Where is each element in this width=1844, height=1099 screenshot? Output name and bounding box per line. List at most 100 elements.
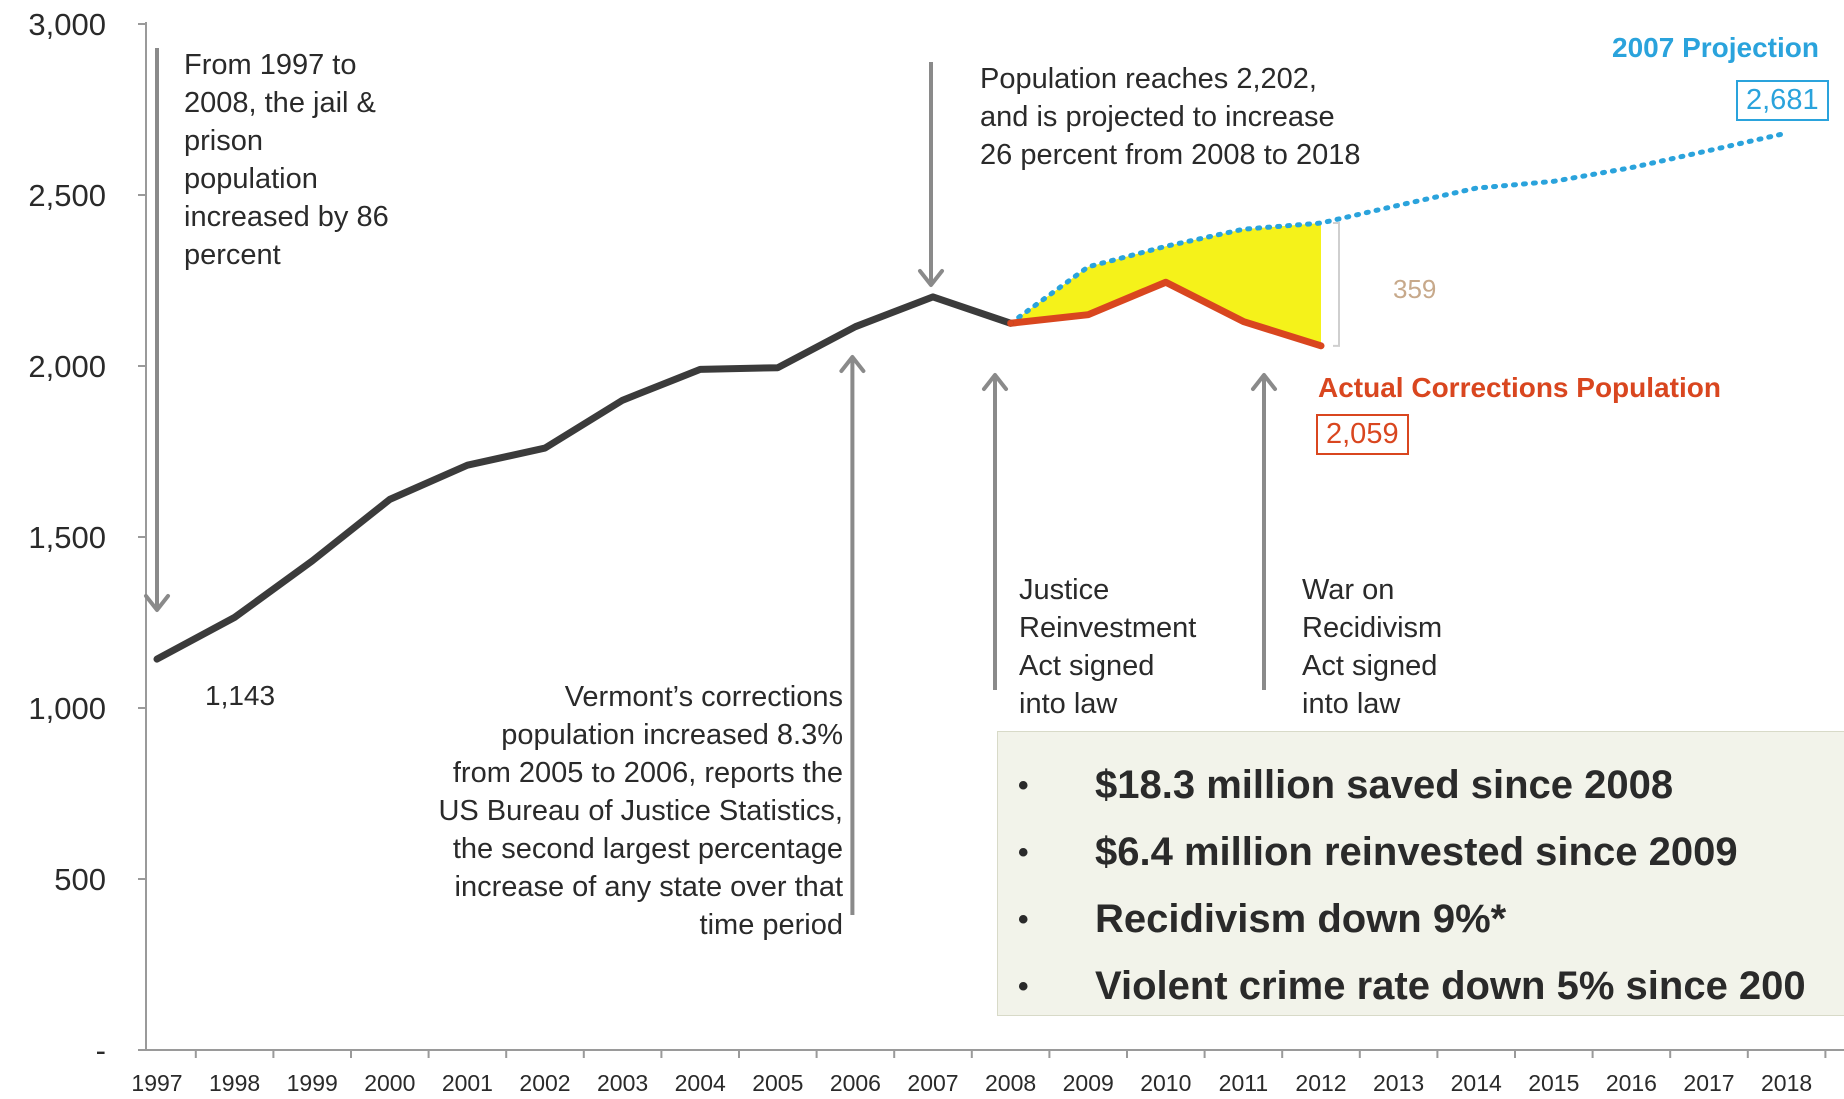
x-tick-label: 2015 — [1528, 1070, 1579, 1096]
x-tick-label: 2007 — [907, 1070, 958, 1096]
summary-list: • $18.3 million saved since 2008 • $6.4 mi… — [998, 732, 1844, 1020]
x-tick-label: 1998 — [209, 1070, 260, 1096]
annotation-line: time period — [699, 909, 843, 941]
x-tick-label: 2010 — [1140, 1070, 1191, 1096]
actual-data-point — [1007, 320, 1014, 327]
annotation-line: into law — [1302, 688, 1401, 720]
annotation-line: increase of any state over that — [454, 871, 844, 903]
actual-value-box: 2,059 — [1316, 414, 1409, 455]
summary-item: • $6.4 million reinvested since 2009 — [1018, 819, 1844, 886]
summary-item-text: $18.3 million saved since 2008 — [1095, 763, 1674, 807]
historical-data-point — [542, 445, 548, 452]
x-tick-label: 2017 — [1683, 1070, 1734, 1096]
x-tick-label: 2005 — [752, 1070, 803, 1096]
summary-item-text: $6.4 million reinvested since 2009 — [1095, 830, 1738, 874]
annotation-arrows — [144, 48, 1277, 915]
x-tick-label: 2006 — [830, 1070, 881, 1096]
y-tick-label: 1,500 — [28, 520, 106, 555]
historical-data-point — [231, 614, 238, 621]
historical-data-point — [309, 557, 316, 564]
historical-data-point — [464, 462, 471, 469]
projection-value-box: 2,681 — [1736, 80, 1829, 121]
x-tick-label: 2008 — [985, 1070, 1036, 1096]
x-tick-label: 2001 — [442, 1070, 493, 1096]
projection-legend-label: 2007 Projection — [1612, 32, 1819, 63]
historical-data-point — [386, 496, 393, 503]
annotation-line: into law — [1019, 688, 1118, 720]
arrow-2011-head — [1251, 373, 1277, 391]
x-tick-label: 2013 — [1373, 1070, 1424, 1096]
x-tick-label: 2002 — [519, 1070, 570, 1096]
annotation-line: 2008, the jail & — [184, 87, 376, 119]
x-tick-label: 2009 — [1063, 1070, 1114, 1096]
gap-fill-layer — [1010, 222, 1340, 347]
x-tick-label: 2018 — [1761, 1070, 1812, 1096]
y-tick-label: - — [96, 1033, 106, 1068]
annotation-line: Vermont’s corrections — [564, 681, 843, 713]
annotation-line: and is projected to increase — [980, 101, 1335, 133]
actual-legend-label: Actual Corrections Population — [1318, 372, 1721, 403]
bullet: • — [1018, 768, 1029, 802]
bullet: • — [1018, 969, 1029, 1003]
historical-data-point — [774, 364, 781, 371]
annotation-line: US Bureau of Justice Statistics, — [438, 795, 843, 827]
annotation-line: 26 percent from 2008 to 2018 — [980, 139, 1361, 171]
summary-item-text: Recidivism down 9%* — [1095, 897, 1507, 941]
x-tick-label: 2000 — [364, 1070, 415, 1096]
annotation-line: War on — [1302, 574, 1395, 606]
annotation-line: Recidivism — [1302, 612, 1443, 644]
x-tick-label: 2004 — [675, 1070, 726, 1096]
annotation-line: Act signed — [1019, 650, 1155, 682]
annotation-2007: Population reaches 2,202, and is project… — [980, 60, 1360, 174]
annotation-line: population increased 8.3% — [501, 719, 843, 751]
arrow-2006-head — [839, 355, 866, 373]
arrow-1997-head — [144, 594, 170, 612]
gap-value-label: 359 — [1393, 274, 1437, 304]
arrow-2008-head — [982, 373, 1008, 391]
summary-item: • $18.3 million saved since 2008 — [1018, 752, 1844, 819]
arrow-2007-head — [918, 269, 944, 287]
historical-data-point — [154, 656, 160, 663]
annotation-justice-reinvestment: Justice Reinvestment Act signed into law — [1019, 571, 1196, 723]
historical-series-line — [153, 293, 1015, 663]
annotation-line: Reinvestment — [1019, 612, 1197, 644]
actual-data-point — [1085, 311, 1092, 318]
actual-data-point — [1318, 342, 1324, 349]
bullet: • — [1018, 835, 1029, 869]
y-tick-label: 2,000 — [28, 349, 106, 384]
annotation-line: From 1997 to — [184, 49, 357, 81]
x-tick-label: 1997 — [131, 1070, 182, 1096]
summary-item-text: Violent crime rate down 5% since 200 — [1095, 964, 1806, 1008]
summary-item: • Recidivism down 9%* — [1018, 886, 1844, 953]
annotation-line: from 2005 to 2006, reports the — [452, 757, 843, 789]
x-tick-label: 2016 — [1606, 1070, 1657, 1096]
x-tick-label: 2012 — [1295, 1070, 1346, 1096]
summary-item: • Violent crime rate down 5% since 200 — [1018, 953, 1844, 1020]
annotation-war-on-recidivism: War on Recidivism Act signed into law — [1302, 571, 1442, 723]
annotation-line: percent — [184, 239, 281, 271]
annotation-line: population — [184, 163, 318, 195]
y-tick-label: 500 — [54, 862, 106, 897]
annotation-line: Act signed — [1302, 650, 1438, 682]
historical-data-point — [930, 293, 936, 300]
projection-series-line — [1008, 130, 1790, 326]
historical-data-point — [697, 366, 704, 373]
summary-box: • $18.3 million saved since 2008 • $6.4 mi… — [997, 731, 1844, 1016]
actual-data-point — [1240, 318, 1247, 325]
historical-data-point — [619, 397, 626, 404]
gap-fill-area — [1010, 223, 1321, 346]
x-ticks: 1997 1998 1999 2000 2001 2002 2003 2004 2005 2006… — [131, 1050, 1827, 1096]
x-tick-label: 2014 — [1451, 1070, 1502, 1096]
historical-data-point — [852, 323, 859, 330]
x-tick-label: 2003 — [597, 1070, 648, 1096]
y-tick-label: 2,500 — [28, 178, 106, 213]
gap-bracket — [1333, 222, 1340, 347]
y-ticks: - 500 1,000 1,500 2,000 2,500 3,000 — [28, 7, 146, 1068]
y-tick-label: 1,000 — [28, 691, 106, 726]
x-tick-label: 1999 — [287, 1070, 338, 1096]
annotation-line: Population reaches 2,202, — [980, 63, 1317, 95]
annotation-line: increased by 86 — [184, 201, 389, 233]
annotation-line: Justice — [1019, 574, 1110, 606]
bullet: • — [1018, 902, 1029, 936]
